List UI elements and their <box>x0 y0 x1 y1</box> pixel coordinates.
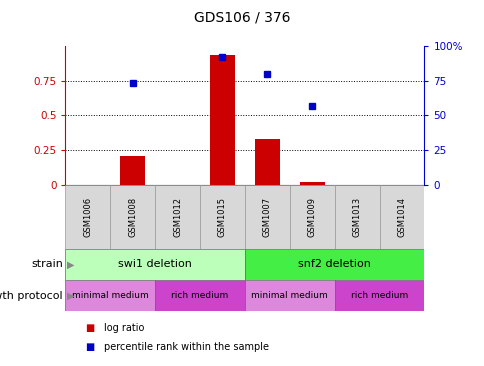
Bar <box>299 182 324 185</box>
Text: percentile rank within the sample: percentile rank within the sample <box>104 342 269 352</box>
Text: GDS106 / 376: GDS106 / 376 <box>194 11 290 25</box>
Text: GSM1013: GSM1013 <box>352 197 361 237</box>
Text: GSM1007: GSM1007 <box>262 197 272 237</box>
Bar <box>200 185 244 249</box>
Bar <box>120 156 145 185</box>
Bar <box>210 56 234 185</box>
Bar <box>255 139 279 185</box>
Bar <box>65 249 244 280</box>
Bar <box>289 185 334 249</box>
Bar <box>334 280 424 311</box>
Text: GSM1015: GSM1015 <box>217 197 227 237</box>
Text: ■: ■ <box>85 323 94 333</box>
Text: minimal medium: minimal medium <box>72 291 149 300</box>
Text: GSM1008: GSM1008 <box>128 197 137 237</box>
Bar <box>65 280 155 311</box>
Text: GSM1009: GSM1009 <box>307 197 316 237</box>
Bar <box>65 185 110 249</box>
Text: minimal medium: minimal medium <box>251 291 328 300</box>
Bar <box>110 185 155 249</box>
Text: ▶: ▶ <box>67 291 74 300</box>
Bar <box>244 280 334 311</box>
Text: growth protocol: growth protocol <box>0 291 63 300</box>
Bar <box>155 280 244 311</box>
Text: snf2 deletion: snf2 deletion <box>298 259 370 269</box>
Bar <box>244 185 289 249</box>
Text: log ratio: log ratio <box>104 323 144 333</box>
Text: rich medium: rich medium <box>350 291 408 300</box>
Bar <box>378 185 424 249</box>
Bar <box>155 185 200 249</box>
Text: ▶: ▶ <box>67 259 74 269</box>
Text: strain: strain <box>31 259 63 269</box>
Text: ■: ■ <box>85 342 94 352</box>
Text: GSM1014: GSM1014 <box>396 197 406 237</box>
Text: rich medium: rich medium <box>171 291 228 300</box>
Text: swi1 deletion: swi1 deletion <box>118 259 192 269</box>
Bar <box>244 249 424 280</box>
Bar <box>334 185 378 249</box>
Text: GSM1006: GSM1006 <box>83 197 92 237</box>
Text: GSM1012: GSM1012 <box>173 197 182 237</box>
